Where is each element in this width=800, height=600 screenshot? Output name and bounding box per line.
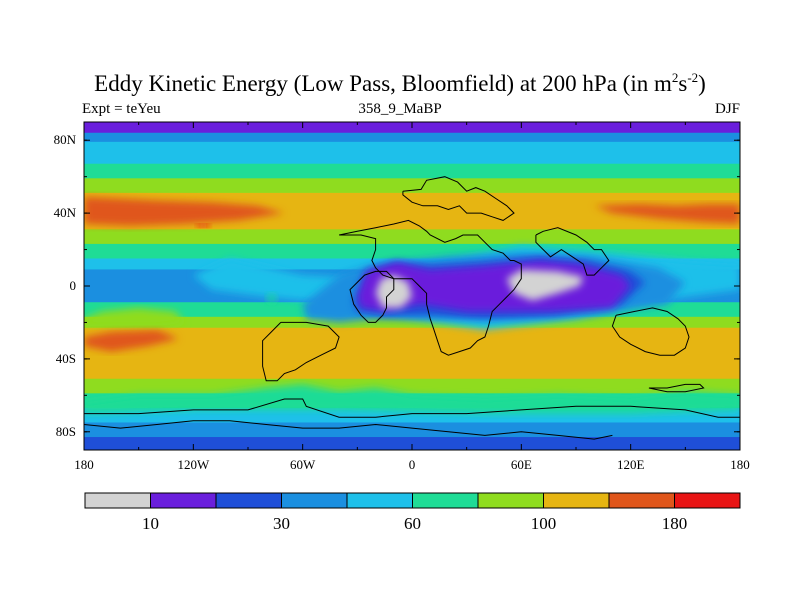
colorbar-box-8 bbox=[608, 492, 675, 509]
coastline-3 bbox=[349, 270, 395, 323]
contour-band-2 bbox=[84, 141, 740, 168]
coastline-1 bbox=[339, 219, 522, 356]
coastline-2 bbox=[535, 227, 610, 276]
season-label: DJF bbox=[714, 101, 740, 117]
colorbar-box-1 bbox=[150, 492, 217, 509]
coastlines bbox=[84, 176, 740, 440]
x-tick-label-5: 120E bbox=[617, 457, 645, 472]
colorbar-label-2: 60 bbox=[404, 514, 421, 533]
colorbar-box-2 bbox=[215, 492, 282, 509]
contour-region-26 bbox=[375, 275, 412, 308]
chart-title: Eddy Kinetic Energy (Low Pass, Bloomfiel… bbox=[94, 70, 706, 96]
colorbar-box-3 bbox=[281, 492, 348, 509]
contour-region-19 bbox=[594, 204, 740, 224]
colorbar-label-4: 180 bbox=[662, 514, 688, 533]
colorbar-box-0 bbox=[84, 492, 151, 509]
x-tick-label-4: 60E bbox=[511, 457, 532, 472]
contour-band-16 bbox=[84, 422, 740, 442]
coastline-0 bbox=[402, 176, 515, 221]
x-tick-label-6: 180 bbox=[730, 457, 750, 472]
contour-band-12 bbox=[84, 327, 740, 383]
x-tick-label-3: 0 bbox=[409, 457, 416, 472]
colorbar-box-6 bbox=[477, 492, 544, 509]
y-tick-label-2: 0 bbox=[70, 278, 77, 293]
contour-band-3 bbox=[84, 163, 740, 183]
colorbar-box-7 bbox=[543, 492, 610, 509]
run-id-label: 358_9_MaBP bbox=[358, 101, 442, 117]
x-tick-label-2: 60W bbox=[290, 457, 316, 472]
coastline-4 bbox=[262, 321, 340, 382]
x-tick-label-0: 180 bbox=[74, 457, 94, 472]
colorbar-label-0: 10 bbox=[142, 514, 159, 533]
contour-band-17 bbox=[84, 437, 740, 450]
y-tick-label-0: 80N bbox=[54, 132, 77, 147]
colorbar-box-9 bbox=[674, 492, 741, 509]
colorbar-box-4 bbox=[346, 492, 413, 509]
contour-region-18 bbox=[84, 196, 285, 226]
colorbar: 10 30 60 100 180 bbox=[84, 492, 741, 533]
coastline-7 bbox=[84, 398, 740, 418]
colorbar-label-3: 100 bbox=[531, 514, 557, 533]
axis-ticks: 180 120W 60W 0 60E 120E 180 80N 40N 0 40S 80S bbox=[54, 122, 750, 472]
y-tick-label-1: 40N bbox=[54, 205, 77, 220]
experiment-label: Expt = teYeu bbox=[82, 101, 161, 117]
colorbar-label-1: 30 bbox=[273, 514, 290, 533]
y-tick-label-4: 80S bbox=[56, 424, 76, 439]
contour-region-27 bbox=[506, 269, 584, 301]
contour-region-20 bbox=[197, 224, 210, 228]
colorbar-box-5 bbox=[412, 492, 479, 509]
contour-region-21 bbox=[84, 329, 179, 352]
x-tick-label-1: 120W bbox=[177, 457, 210, 472]
y-tick-label-3: 40S bbox=[56, 351, 76, 366]
coastline-5 bbox=[611, 307, 690, 356]
contour-region-28 bbox=[266, 293, 278, 305]
contour-region-30 bbox=[84, 307, 185, 327]
contour-fill bbox=[84, 122, 740, 450]
coastline-8 bbox=[84, 420, 613, 440]
coastline-6 bbox=[648, 383, 705, 393]
contour-band-6 bbox=[84, 229, 740, 248]
contour-band-4 bbox=[84, 178, 740, 197]
